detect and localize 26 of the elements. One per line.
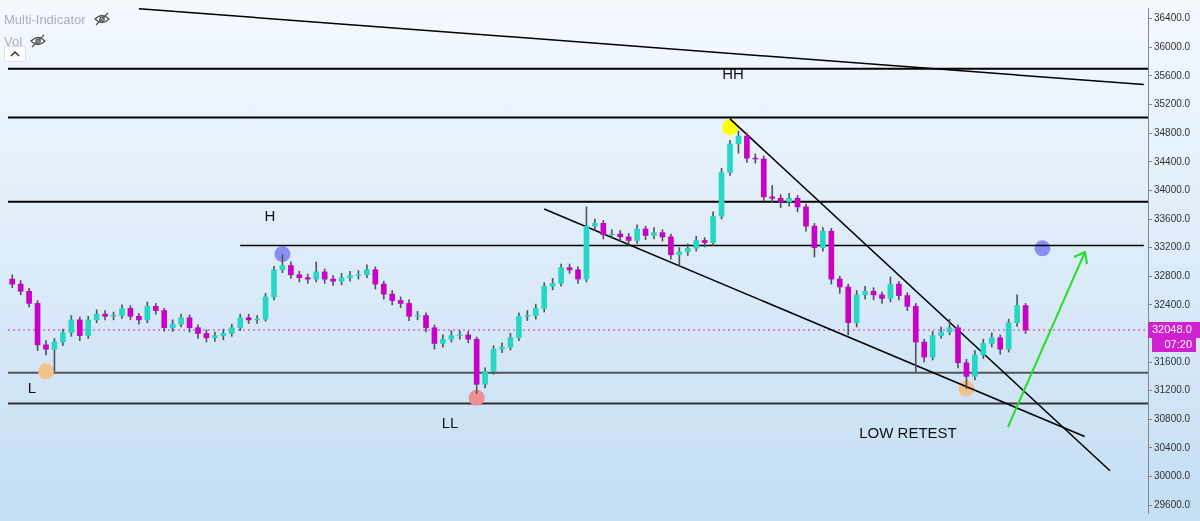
annotation: H: [264, 206, 276, 224]
annotation: LL: [441, 413, 459, 431]
y-tick-label: 31200.0: [1154, 384, 1191, 396]
y-tick-label: 36000.0: [1154, 41, 1191, 53]
y-tick-label: 33600.0: [1154, 212, 1191, 224]
y-tick-label: 29600.0: [1154, 498, 1191, 510]
y-tick-label: 30800.0: [1154, 413, 1191, 425]
y-tick-label: 30400.0: [1154, 441, 1191, 453]
y-tick-label: 36400.0: [1154, 12, 1191, 24]
y-tick-label: 33200.0: [1154, 241, 1191, 253]
annotation: HH: [722, 64, 744, 82]
y-tick-label: 32800.0: [1154, 269, 1191, 281]
y-tick-label: 35200.0: [1154, 98, 1191, 110]
y-tick-label: 34400.0: [1154, 155, 1191, 167]
y-tick-label: 35600.0: [1154, 69, 1191, 81]
y-tick-label: 30000.0: [1154, 470, 1191, 482]
annotation: Multi-Indicator: [4, 11, 86, 27]
annotation: LOW RETEST: [859, 423, 957, 441]
y-tick-label: 31600.0: [1154, 355, 1191, 367]
y-tick-label: 32400.0: [1154, 298, 1191, 310]
annotation: L: [27, 378, 37, 396]
ref-line-label: 32048.0: [1152, 323, 1192, 336]
y-tick-label: 34800.0: [1154, 126, 1191, 138]
annotation: Vol: [4, 33, 23, 49]
text: 07:20: [1152, 337, 1196, 352]
y-tick-label: 34000.0: [1154, 184, 1191, 196]
